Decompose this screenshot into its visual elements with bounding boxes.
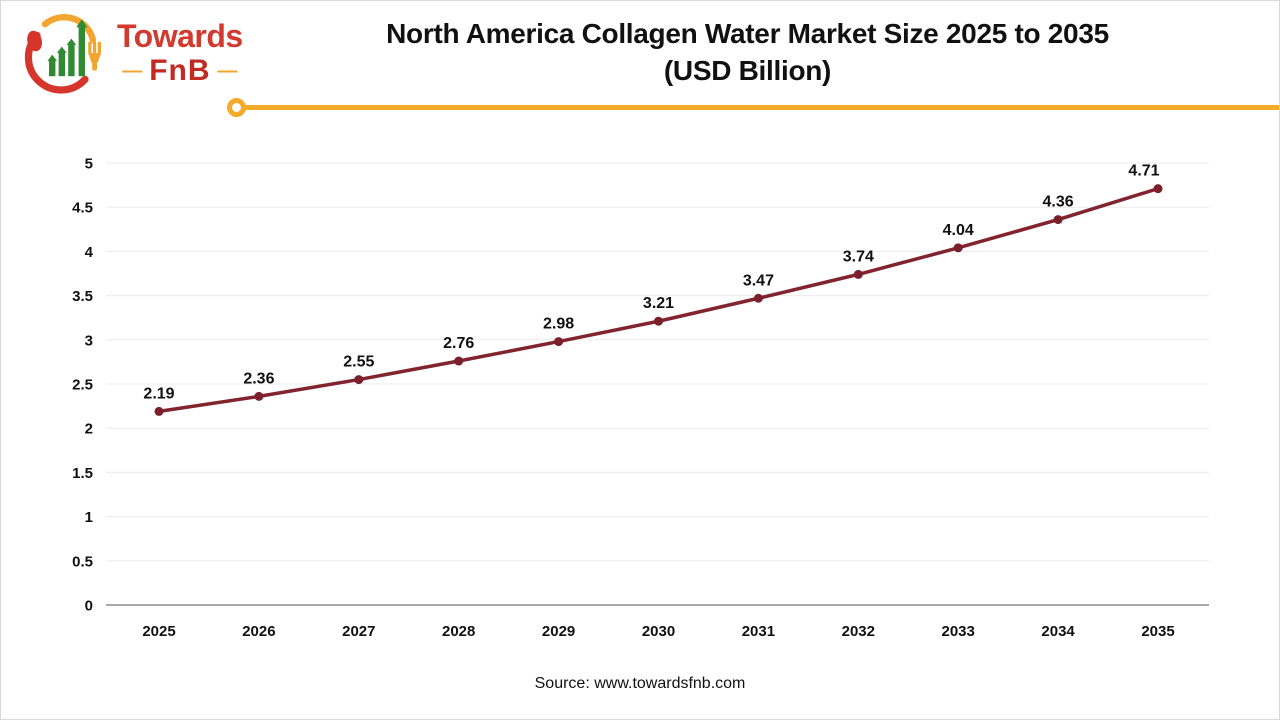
x-tick-label: 2029	[542, 623, 575, 640]
divider-ring-icon	[227, 98, 246, 117]
data-point-marker	[1053, 215, 1063, 225]
x-tick-label: 2032	[842, 623, 875, 640]
brand-name-towards: Towards	[117, 18, 243, 54]
data-label: 4.36	[1043, 194, 1074, 211]
x-tick-label: 2026	[242, 623, 275, 640]
y-tick-label: 1	[85, 509, 93, 526]
chart-area: 0 0.5 1 1.5 2 2.5 3 3.5 4 4.5 5 2025 2026 2027 2028 202…	[1, 131, 1279, 671]
dash-right: —	[217, 60, 238, 82]
data-label: 2.98	[543, 316, 574, 333]
data-label: 3.74	[843, 248, 874, 265]
data-label: 2.36	[243, 370, 274, 387]
y-tick-label: 0	[85, 598, 93, 615]
dash-left: —	[122, 60, 143, 82]
x-axis-labels: 2025 2026 2027 2028 2029 2030 2031 2032 2033 2034…	[142, 623, 1174, 640]
data-label: 3.47	[743, 272, 774, 289]
y-tick-label: 4.5	[72, 200, 93, 217]
chart-title-line1: North America Collagen Water Market Size…	[386, 18, 1109, 49]
x-tick-label: 2031	[742, 623, 775, 640]
data-point-marker	[654, 316, 663, 326]
data-point-marker	[753, 293, 763, 303]
data-label: 2.19	[143, 385, 174, 402]
data-labels: 2.19 2.36 2.55 2.76 2.98 3.21 3.47 3.74 4.04 4.36…	[143, 163, 1159, 403]
y-tick-label: 2	[85, 421, 93, 438]
y-tick-label: 3.5	[72, 288, 93, 305]
y-tick-label: 3	[85, 332, 93, 349]
data-point-marker	[554, 337, 564, 347]
towardsfnb-logo: Towards — FnB —	[21, 11, 243, 95]
data-points	[154, 184, 1163, 416]
data-point-marker	[953, 243, 963, 253]
y-axis-labels: 0 0.5 1 1.5 2 2.5 3 3.5 4 4.5 5	[72, 156, 94, 615]
y-tick-label: 1.5	[72, 465, 93, 482]
x-tick-label: 2025	[142, 623, 175, 640]
brand-name-fnb: FnB	[149, 54, 211, 87]
accent-divider-line	[244, 105, 1279, 110]
source-text: Source: www.towardsfnb.com	[534, 675, 746, 692]
y-tick-label: 2.5	[72, 377, 93, 394]
data-point-marker	[154, 406, 164, 416]
data-label: 2.76	[443, 335, 474, 352]
data-label: 4.04	[943, 222, 974, 239]
y-tick-label: 5	[85, 156, 93, 173]
y-tick-label: 4	[85, 244, 94, 261]
data-point-marker	[1153, 184, 1163, 194]
data-point-marker	[454, 356, 464, 366]
x-tick-label: 2027	[342, 623, 375, 640]
chart-title-line2: (USD Billion)	[663, 55, 832, 86]
x-tick-label: 2034	[1041, 623, 1075, 640]
data-point-marker	[853, 269, 863, 279]
chart-title: North America Collagen Water Market Size…	[226, 15, 1269, 89]
growth-chart-spoon-fork-icon	[24, 13, 101, 94]
gridlines	[106, 162, 1209, 606]
data-label: 4.71	[1128, 163, 1159, 180]
data-label: 3.21	[643, 295, 674, 312]
logo-wordmark: Towards — FnB —	[117, 20, 243, 86]
data-point-marker	[354, 375, 364, 385]
y-tick-label: 0.5	[72, 553, 93, 570]
x-tick-label: 2028	[442, 623, 475, 640]
data-point-marker	[254, 391, 264, 401]
x-tick-label: 2033	[942, 623, 975, 640]
x-tick-label: 2030	[642, 623, 675, 640]
x-tick-label: 2035	[1141, 623, 1174, 640]
data-label: 2.55	[343, 354, 374, 371]
